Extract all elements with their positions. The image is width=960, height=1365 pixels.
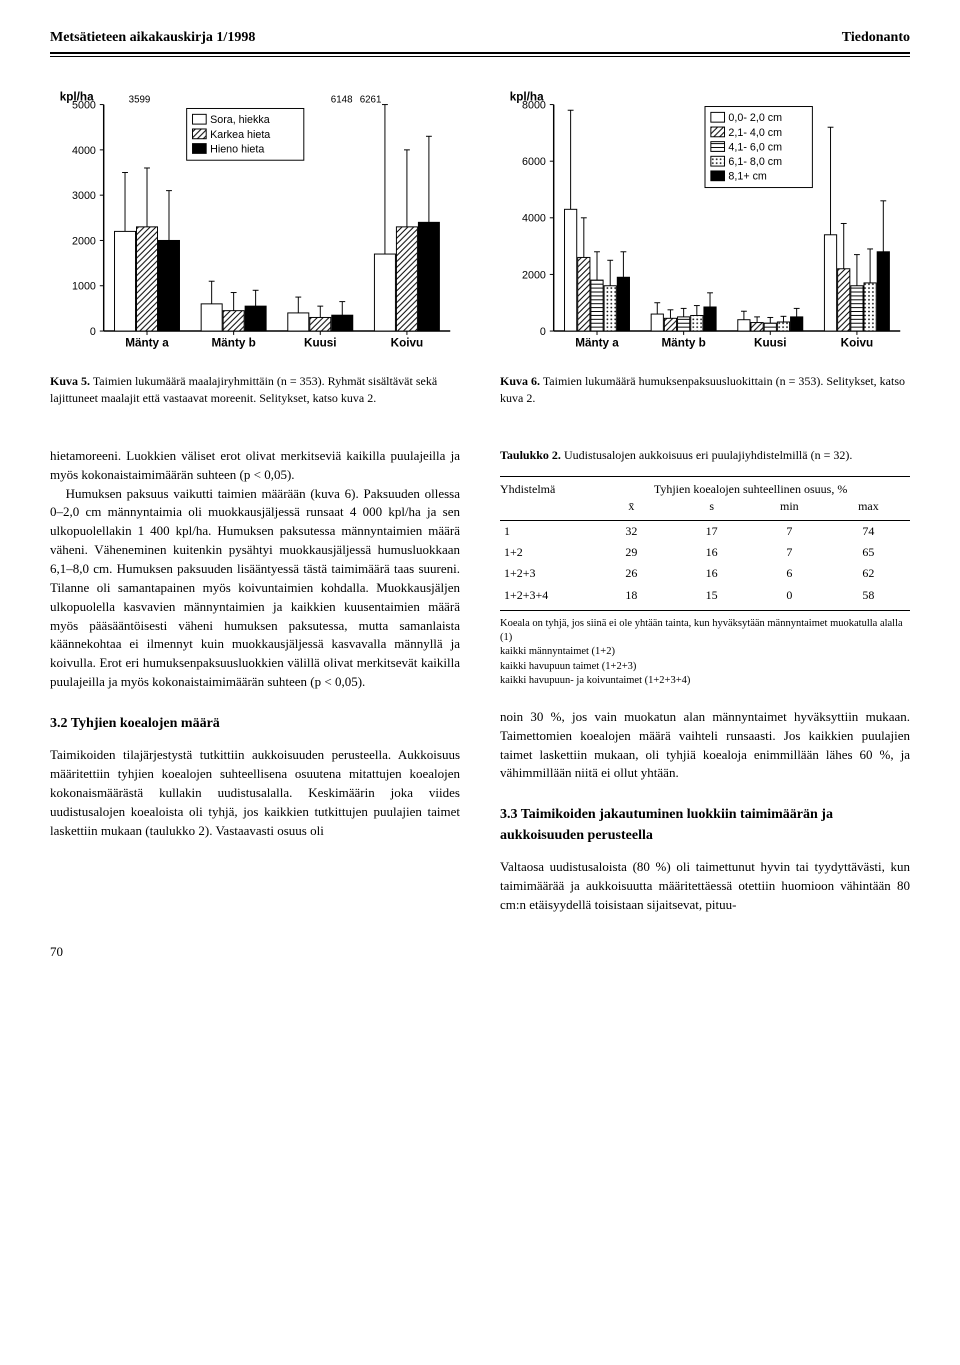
svg-text:0: 0 bbox=[90, 326, 96, 338]
chart5-caption: Kuva 5. Taimien lukumäärä maalajiryhmitt… bbox=[50, 373, 460, 407]
svg-text:8000: 8000 bbox=[522, 99, 546, 111]
charts-row: kpl/ha010002000300040005000359961486261M… bbox=[50, 87, 910, 407]
svg-text:2,1- 4,0 cm: 2,1- 4,0 cm bbox=[728, 127, 782, 139]
svg-text:4000: 4000 bbox=[72, 145, 96, 157]
header-left: Metsätieteen aikakauskirja 1/1998 bbox=[50, 30, 255, 46]
svg-text:1000: 1000 bbox=[72, 281, 96, 293]
table-row: 1+2+32616662 bbox=[500, 563, 910, 584]
table-row: 1+2+3+41815058 bbox=[500, 585, 910, 611]
svg-text:5000: 5000 bbox=[72, 99, 96, 111]
svg-text:2000: 2000 bbox=[72, 235, 96, 247]
left-column: hietamoreeni. Luokkien väliset erot oliv… bbox=[50, 447, 460, 915]
table-row: 13217774 bbox=[500, 520, 910, 542]
table2: Yhdistelmä Tyhjien koealojen suhteelline… bbox=[500, 476, 910, 611]
svg-text:6,1- 8,0 cm: 6,1- 8,0 cm bbox=[728, 156, 782, 168]
section-33-title: 3.3 Taimikoiden jakautuminen luokkiin ta… bbox=[500, 805, 910, 846]
table2-body: 132177741+229167651+2+326166621+2+3+4181… bbox=[500, 520, 910, 611]
body-para1: hietamoreeni. Luokkien väliset erot oliv… bbox=[50, 447, 460, 485]
table-col-yhd: Yhdistelmä bbox=[500, 476, 591, 498]
table-col-group: Tyhjien koealojen suhteellinen osuus, % bbox=[591, 476, 910, 498]
svg-text:2000: 2000 bbox=[522, 269, 546, 281]
svg-text:Koivu: Koivu bbox=[841, 337, 874, 350]
svg-text:Mänty b: Mänty b bbox=[662, 337, 706, 350]
svg-text:Karkea hieta: Karkea hieta bbox=[210, 129, 270, 141]
svg-text:Sora, hiekka: Sora, hiekka bbox=[210, 114, 270, 126]
svg-text:3599: 3599 bbox=[129, 95, 151, 106]
table-col-mean: x̄ bbox=[591, 498, 671, 520]
svg-text:Mänty b: Mänty b bbox=[212, 337, 256, 350]
header-rule bbox=[50, 52, 910, 57]
svg-text:Koivu: Koivu bbox=[391, 337, 424, 350]
svg-text:4,1- 6,0 cm: 4,1- 6,0 cm bbox=[728, 141, 782, 153]
svg-text:Hieno hieta: Hieno hieta bbox=[210, 143, 264, 155]
right-para1: noin 30 %, jos vain muokatun alan männyn… bbox=[500, 708, 910, 783]
right-column: Taulukko 2. Uudistusalojen aukkoisuus er… bbox=[500, 447, 910, 915]
page-number: 70 bbox=[50, 944, 910, 960]
svg-text:Mänty a: Mänty a bbox=[575, 337, 619, 350]
chart6-column: kpl/ha02000400060008000Mänty aMänty bKuu… bbox=[500, 87, 910, 407]
chart5-svg: kpl/ha010002000300040005000359961486261M… bbox=[50, 87, 460, 360]
page-header: Metsätieteen aikakauskirja 1/1998 Tiedon… bbox=[50, 30, 910, 46]
section-32-text: Taimikoiden tilajärjestystä tutkittiin a… bbox=[50, 746, 460, 840]
chart6-svg: kpl/ha02000400060008000Mänty aMänty bKuu… bbox=[500, 87, 910, 360]
table-col-min: min bbox=[752, 498, 827, 520]
svg-text:0: 0 bbox=[540, 326, 546, 338]
body-columns: hietamoreeni. Luokkien väliset erot oliv… bbox=[50, 447, 910, 915]
section-32-title: 3.2 Tyhjien koealojen määrä bbox=[50, 714, 460, 734]
svg-text:6000: 6000 bbox=[522, 156, 546, 168]
header-right: Tiedonanto bbox=[842, 30, 910, 46]
body-para2: Humuksen paksuus vaikutti taimien määrää… bbox=[50, 485, 460, 692]
table2-title: Taulukko 2. Uudistusalojen aukkoisuus er… bbox=[500, 447, 910, 464]
svg-text:Kuusi: Kuusi bbox=[754, 337, 787, 350]
svg-text:6148: 6148 bbox=[331, 95, 353, 106]
chart5-column: kpl/ha010002000300040005000359961486261M… bbox=[50, 87, 460, 407]
svg-text:8,1+ cm: 8,1+ cm bbox=[728, 171, 766, 183]
svg-text:3000: 3000 bbox=[72, 190, 96, 202]
section-33-text: Valtaosa uudistusaloista (80 %) oli taim… bbox=[500, 858, 910, 915]
svg-text:0,0- 2,0 cm: 0,0- 2,0 cm bbox=[728, 112, 782, 124]
table-col-s: s bbox=[672, 498, 752, 520]
svg-text:6261: 6261 bbox=[360, 95, 382, 106]
svg-text:4000: 4000 bbox=[522, 213, 546, 225]
svg-text:Mänty a: Mänty a bbox=[125, 337, 169, 350]
table2-note: Koeala on tyhjä, jos siinä ei ole yhtään… bbox=[500, 617, 910, 688]
table-row: 1+22916765 bbox=[500, 542, 910, 563]
svg-text:Kuusi: Kuusi bbox=[304, 337, 337, 350]
chart6-caption: Kuva 6. Taimien lukumäärä humuksenpaksuu… bbox=[500, 373, 910, 407]
table-col-max: max bbox=[827, 498, 910, 520]
